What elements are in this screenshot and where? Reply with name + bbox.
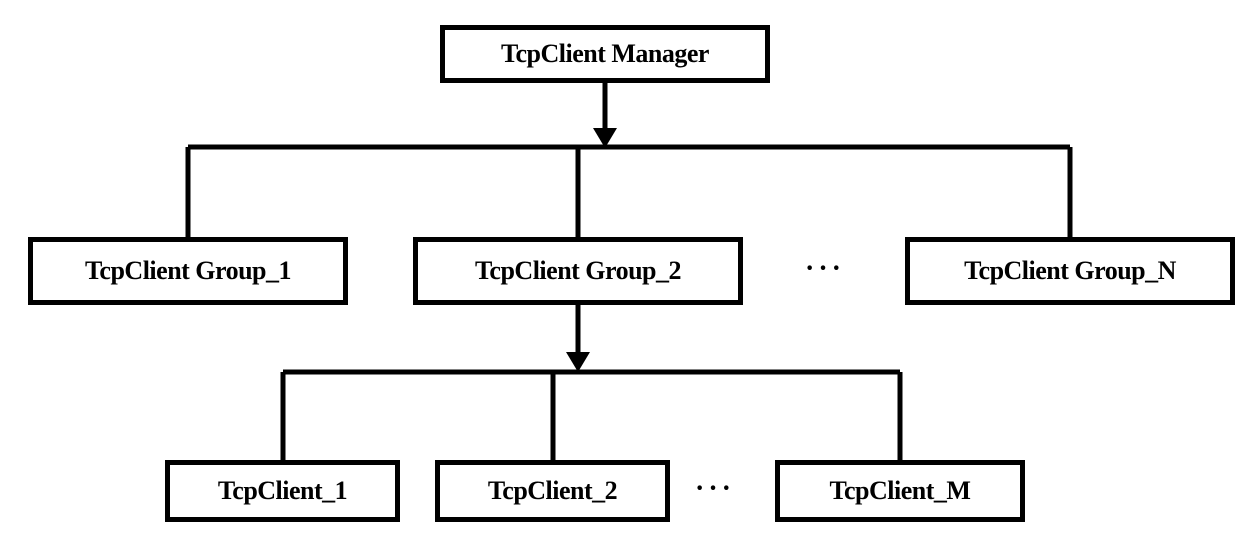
level3-ellipsis: ··· bbox=[695, 473, 735, 505]
node-client-1-label: TcpClient_1 bbox=[218, 476, 347, 506]
level2-ellipsis: ··· bbox=[805, 253, 845, 285]
node-group-1-label: TcpClient Group_1 bbox=[85, 256, 291, 286]
node-group-n: TcpClient Group_N bbox=[905, 237, 1235, 305]
node-client-2-label: TcpClient_2 bbox=[488, 476, 617, 506]
node-manager: TcpClient Manager bbox=[440, 25, 770, 83]
node-client-2: TcpClient_2 bbox=[435, 460, 670, 522]
node-group-n-label: TcpClient Group_N bbox=[964, 256, 1176, 286]
node-group-1: TcpClient Group_1 bbox=[28, 237, 348, 305]
node-client-m: TcpClient_M bbox=[775, 460, 1025, 522]
tcpclient-hierarchy-diagram: TcpClient Manager TcpClient Group_1 TcpC… bbox=[0, 0, 1240, 551]
node-client-m-label: TcpClient_M bbox=[830, 476, 971, 506]
node-group-2: TcpClient Group_2 bbox=[413, 237, 743, 305]
node-group-2-label: TcpClient Group_2 bbox=[475, 256, 681, 286]
node-client-1: TcpClient_1 bbox=[165, 460, 400, 522]
node-manager-label: TcpClient Manager bbox=[501, 39, 709, 69]
